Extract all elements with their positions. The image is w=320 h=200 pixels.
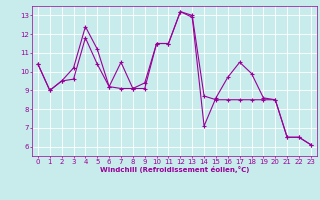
X-axis label: Windchill (Refroidissement éolien,°C): Windchill (Refroidissement éolien,°C) <box>100 166 249 173</box>
